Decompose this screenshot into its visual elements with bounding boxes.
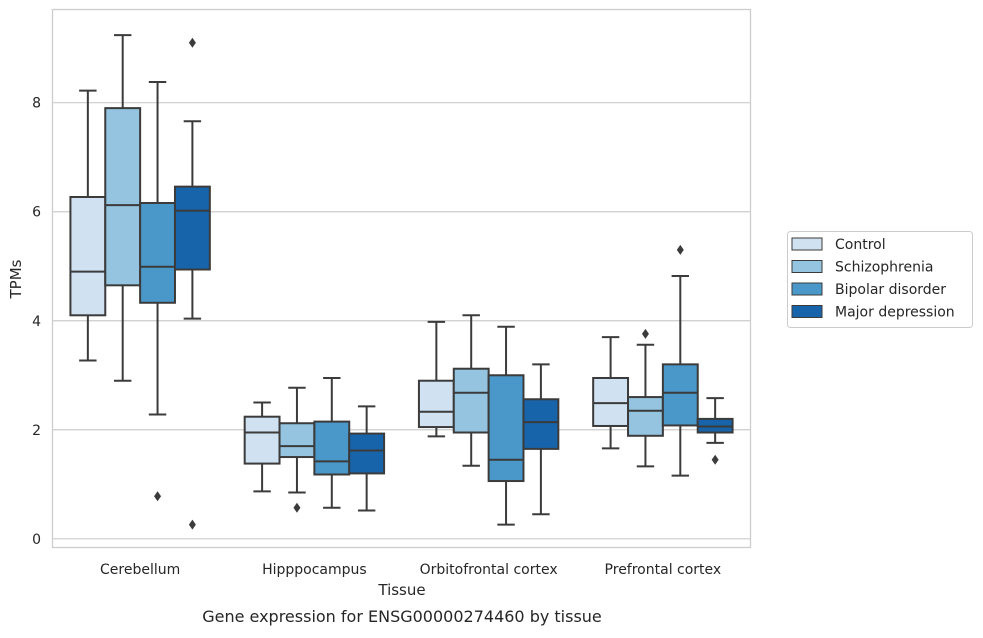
y-tick-label: 6 <box>32 205 41 221</box>
box-body <box>627 396 664 437</box>
box-body <box>104 107 142 287</box>
outlier-point <box>188 37 196 48</box>
box-major-depression <box>348 405 386 512</box>
box-control <box>417 320 455 438</box>
y-tick-label: 8 <box>32 96 41 112</box>
x-tick-label: Cerebellum <box>100 562 180 578</box>
outlier-point <box>293 502 301 513</box>
legend-swatch <box>791 305 823 318</box>
legend: Control Schizophrenia Bipolar disorder Majo… <box>787 231 973 328</box>
x-tick-labels: Cerebellum Hipppocampus Orbitofrontal cort… <box>100 562 721 578</box>
outlier-point <box>154 491 162 502</box>
legend-label: Control <box>835 237 886 253</box>
plot-frame <box>51 8 752 549</box>
box-major-depression <box>522 363 560 516</box>
box-body <box>522 398 560 450</box>
legend-frame <box>787 231 973 328</box>
figure-caption: Gene expression for ENSG00000274460 by t… <box>202 607 602 626</box>
y-tick-label: 2 <box>32 423 41 439</box>
box-schizophrenia <box>452 314 490 467</box>
box-body <box>278 422 316 459</box>
box-body <box>139 201 176 304</box>
outlier-point <box>641 328 649 339</box>
legend-label: Schizophrenia <box>835 260 933 276</box>
legend-items: Control Schizophrenia Bipolar disorder Majo… <box>791 237 955 321</box>
x-tick-label: Prefrontal cortex <box>605 562 722 578</box>
box-schizophrenia <box>278 386 316 513</box>
outlier-point <box>676 244 684 255</box>
box-body <box>417 379 455 429</box>
box-schizophrenia <box>104 34 142 382</box>
y-tick-label: 4 <box>32 314 41 330</box>
box-body <box>487 374 525 483</box>
box-bipolar-disorder <box>313 376 351 509</box>
x-tick-label: Hipppocampus <box>262 562 367 578</box>
y-tick-labels: 0 2 4 6 8 <box>32 96 41 548</box>
box-body <box>348 432 386 475</box>
box-control <box>592 336 630 450</box>
legend-swatch <box>791 282 823 296</box>
box-major-depression <box>173 37 211 530</box>
x-axis-label: Tissue <box>377 581 425 599</box>
box-bipolar-disorder <box>487 325 525 526</box>
box-control <box>243 401 281 493</box>
x-tick-label: Orbitofrontal cortex <box>420 562 558 578</box>
outlier-point <box>188 519 196 530</box>
box-body <box>313 420 351 476</box>
box-bipolar-disorder <box>661 244 699 477</box>
legend-label: Major depression <box>835 305 955 321</box>
legend-swatch <box>791 260 823 273</box>
y-tick-label: 0 <box>32 532 41 548</box>
box-bipolar-disorder <box>139 80 176 502</box>
box-body <box>661 363 699 427</box>
box-major-depression <box>696 397 734 465</box>
box-body <box>452 367 490 434</box>
box-layer <box>69 34 734 530</box>
legend-swatch <box>791 237 823 251</box>
box-schizophrenia <box>627 328 664 468</box>
box-control <box>69 89 107 362</box>
y-axis-label: TPMs <box>7 259 25 299</box>
box-body <box>173 185 211 271</box>
box-body <box>592 376 630 427</box>
box-body <box>243 415 281 465</box>
legend-label: Bipolar disorder <box>835 282 946 298</box>
box-body <box>69 195 107 317</box>
outlier-point <box>711 454 719 465</box>
